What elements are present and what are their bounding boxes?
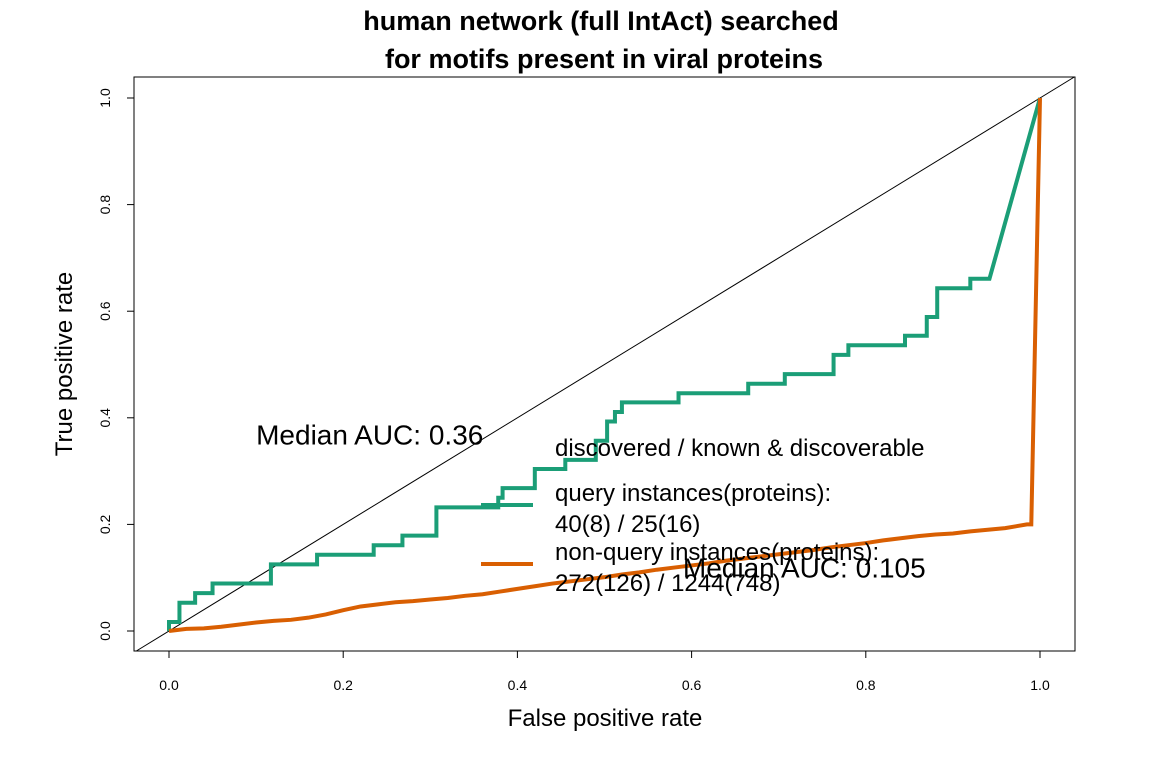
median-auc-query-label: Median AUC: 0.36 <box>256 419 483 450</box>
legend-label-query-line-1: query instances(proteins): <box>555 480 831 507</box>
y-tick-label: 0.4 <box>97 408 113 428</box>
series-query-line <box>167 97 1042 631</box>
x-tick-label: 0.0 <box>159 677 179 693</box>
y-axis: 0.0 0.2 0.4 0.6 0.8 1.0 <box>97 88 135 641</box>
series-layer <box>167 97 1042 633</box>
x-axis: 0.0 0.2 0.4 0.6 0.8 1.0 <box>159 650 1050 693</box>
median-auc-non-query-label: Median AUC: 0.105 <box>683 553 926 584</box>
x-tick-label: 0.4 <box>508 677 528 693</box>
annotation-layer: Median AUC: 0.36 Median AUC: 0.105 <box>256 419 926 583</box>
y-tick-label: 0.2 <box>97 514 113 534</box>
y-tick-label: 0.6 <box>97 301 113 321</box>
y-axis-title: True positive rate <box>51 272 78 457</box>
series-non-query-line <box>168 97 1042 633</box>
legend-label-non-query-line-1: non-query instances(proteins): <box>555 539 879 566</box>
legend-title: discovered / known & discoverable <box>555 435 925 462</box>
diagonal-reference-line <box>136 76 1075 652</box>
legend-label-query-line-2: 40(8) / 25(16) <box>555 511 700 538</box>
y-tick-label: 1.0 <box>97 88 113 108</box>
x-tick-label: 0.8 <box>856 677 876 693</box>
chart-title-line-2: for motifs present in viral proteins <box>385 44 823 74</box>
y-tick-label: 0.8 <box>97 195 113 215</box>
x-axis-title: False positive rate <box>508 705 703 732</box>
x-tick-label: 0.6 <box>682 677 702 693</box>
x-tick-label: 0.2 <box>333 677 353 693</box>
x-tick-label: 1.0 <box>1030 677 1050 693</box>
chart-title-line-1: human network (full IntAct) searched <box>363 6 839 36</box>
y-tick-label: 0.0 <box>97 621 113 641</box>
legend: discovered / known & discoverable query … <box>481 435 925 597</box>
legend-label-non-query-line-2: 272(126) / 1244(748) <box>555 570 781 597</box>
